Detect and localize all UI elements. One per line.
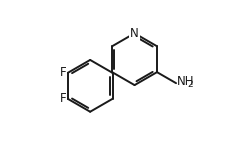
Text: 2: 2	[187, 80, 193, 89]
Text: NH: NH	[177, 75, 194, 89]
Text: F: F	[60, 92, 67, 105]
Text: N: N	[130, 27, 139, 40]
Text: F: F	[60, 66, 67, 79]
